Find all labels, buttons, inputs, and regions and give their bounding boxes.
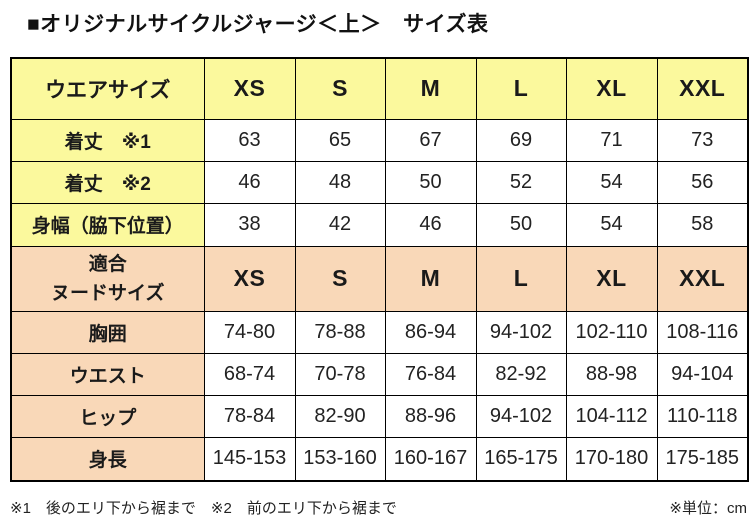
- wear-size-l: L: [475, 57, 567, 120]
- cell-value: 82-92: [475, 352, 567, 396]
- cell-value: 54: [565, 160, 658, 204]
- page-title: ■オリジナルサイクルジャージ＜上＞ サイズ表: [27, 13, 489, 36]
- cell-value: 70-78: [294, 352, 386, 396]
- cell-value: 94-102: [475, 310, 567, 354]
- cell-value: 94-104: [656, 352, 749, 396]
- cell-value: 46: [384, 202, 477, 247]
- wear-size-header-row: ウエアサイズ XS S M L XL XXL: [10, 57, 749, 120]
- cell-value: 54: [565, 202, 658, 247]
- cell-value: 153-160: [294, 436, 386, 482]
- nude-size-m: M: [384, 245, 477, 312]
- cell-value: 50: [475, 202, 567, 247]
- cell-value: 88-98: [565, 352, 658, 396]
- cell-value: 71: [565, 118, 658, 162]
- cell-value: 76-84: [384, 352, 477, 396]
- row-label-chest: 胸囲: [10, 310, 205, 354]
- cell-value: 73: [656, 118, 749, 162]
- cell-value: 65: [294, 118, 386, 162]
- nude-size-xxl: XXL: [656, 245, 749, 312]
- row-label-body-width: 身幅（脇下位置）: [10, 202, 205, 247]
- nude-size-xl: XL: [565, 245, 658, 312]
- wear-size-xl: XL: [565, 57, 658, 120]
- nude-size-header-row: 適合 ヌードサイズ XS S M L XL XXL: [10, 245, 749, 312]
- cell-value: 108-116: [656, 310, 749, 354]
- cell-value: 74-80: [203, 310, 296, 354]
- cell-value: 67: [384, 118, 477, 162]
- footnote-measure-notes: ※1 後のエリ下から裾まで ※2 前のエリ下から裾まで: [10, 500, 397, 517]
- wear-size-xxl: XXL: [656, 57, 749, 120]
- table-row-height: 身長 145-153 153-160 160-167 165-175 170-1…: [10, 436, 749, 482]
- row-label-body-length-2: 着丈 ※2: [10, 160, 205, 204]
- cell-value: 104-112: [565, 394, 658, 438]
- cell-value: 175-185: [656, 436, 749, 482]
- nude-size-header-label: 適合 ヌードサイズ: [10, 245, 205, 312]
- cell-value: 38: [203, 202, 296, 247]
- cell-value: 69: [475, 118, 567, 162]
- nude-size-l: L: [475, 245, 567, 312]
- cell-value: 165-175: [475, 436, 567, 482]
- row-label-body-length-1: 着丈 ※1: [10, 118, 205, 162]
- cell-value: 52: [475, 160, 567, 204]
- table-row-waist: ウエスト 68-74 70-78 76-84 82-92 88-98 94-10…: [10, 352, 749, 396]
- row-label-height: 身長: [10, 436, 205, 482]
- footnote-unit: ※単位：cm: [669, 500, 747, 517]
- table-row-body-width: 身幅（脇下位置） 38 42 46 50 54 58: [10, 202, 749, 247]
- wear-size-m: M: [384, 57, 477, 120]
- cell-value: 78-88: [294, 310, 386, 354]
- wear-size-xs: XS: [203, 57, 296, 120]
- cell-value: 58: [656, 202, 749, 247]
- cell-value: 102-110: [565, 310, 658, 354]
- wear-size-header-label: ウエアサイズ: [10, 57, 205, 120]
- table-row-hip: ヒップ 78-84 82-90 88-96 94-102 104-112 110…: [10, 394, 749, 438]
- cell-value: 48: [294, 160, 386, 204]
- cell-value: 94-102: [475, 394, 567, 438]
- cell-value: 145-153: [203, 436, 296, 482]
- nude-size-s: S: [294, 245, 386, 312]
- cell-value: 68-74: [203, 352, 296, 396]
- cell-value: 160-167: [384, 436, 477, 482]
- cell-value: 56: [656, 160, 749, 204]
- footer: ※1 後のエリ下から裾まで ※2 前のエリ下から裾まで ※単位：cm: [10, 497, 747, 518]
- wear-size-s: S: [294, 57, 386, 120]
- nude-size-xs: XS: [203, 245, 296, 312]
- row-label-waist: ウエスト: [10, 352, 205, 396]
- table-row-body-length-2: 着丈 ※2 46 48 50 52 54 56: [10, 160, 749, 204]
- table-row-body-length-1: 着丈 ※1 63 65 67 69 71 73: [10, 118, 749, 162]
- cell-value: 88-96: [384, 394, 477, 438]
- cell-value: 110-118: [656, 394, 749, 438]
- cell-value: 46: [203, 160, 296, 204]
- size-table: ウエアサイズ XS S M L XL XXL 着丈 ※1 63 65 67 69…: [10, 57, 749, 482]
- cell-value: 86-94: [384, 310, 477, 354]
- nude-size-header-label-line1: 適合: [88, 253, 127, 275]
- cell-value: 78-84: [203, 394, 296, 438]
- cell-value: 170-180: [565, 436, 658, 482]
- cell-value: 63: [203, 118, 296, 162]
- cell-value: 82-90: [294, 394, 386, 438]
- row-label-hip: ヒップ: [10, 394, 205, 438]
- nude-size-header-label-line2: ヌードサイズ: [51, 282, 165, 304]
- table-row-chest: 胸囲 74-80 78-88 86-94 94-102 102-110 108-…: [10, 310, 749, 354]
- cell-value: 50: [384, 160, 477, 204]
- cell-value: 42: [294, 202, 386, 247]
